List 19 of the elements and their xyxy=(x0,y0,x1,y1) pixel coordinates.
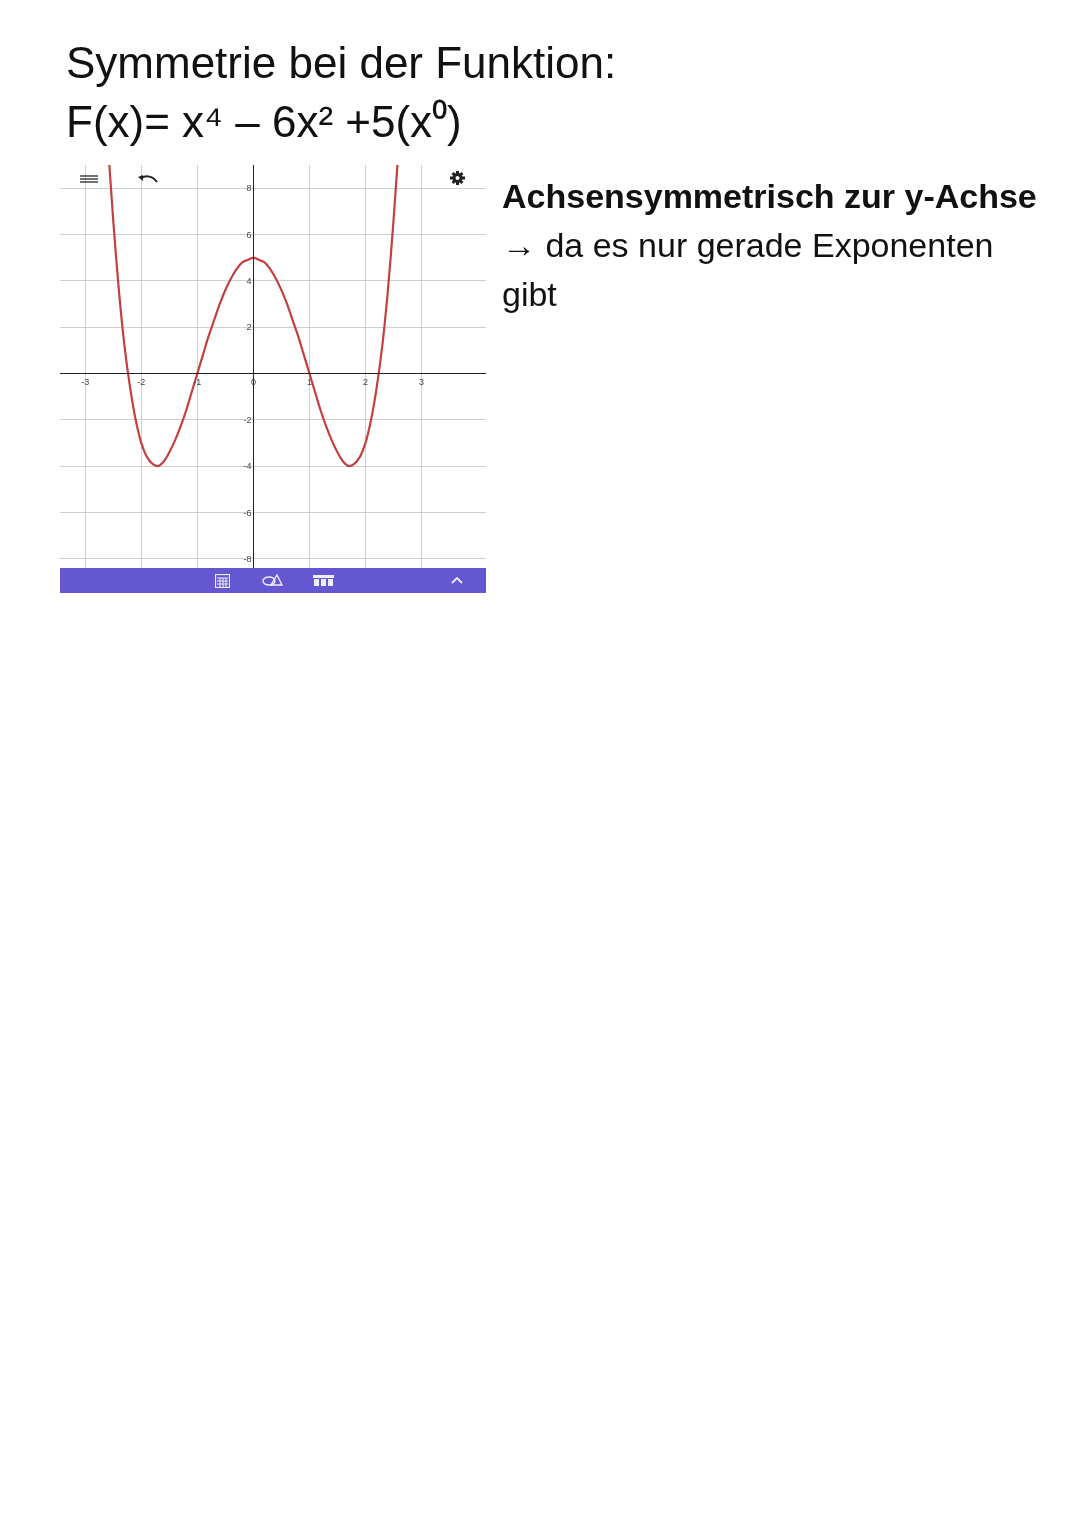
x-tick-label: 1 xyxy=(306,377,312,388)
x-tick-label: 0 xyxy=(250,377,256,388)
chart-title: Symmetrie bei der Funktion: xyxy=(66,38,617,88)
y-tick-label: -6 xyxy=(243,507,252,518)
y-tick-label: 4 xyxy=(246,275,252,286)
text: → da es nur gerade Exponenten gibt xyxy=(502,225,995,315)
y-tick-label: 8 xyxy=(246,183,252,194)
y-tick-label: -8 xyxy=(243,553,252,564)
y-tick-label: 6 xyxy=(246,229,252,240)
x-tick-label: -2 xyxy=(137,377,146,388)
x-tick-label: -3 xyxy=(81,377,90,388)
y-tick-label: -4 xyxy=(243,461,252,472)
y-tick-label: 2 xyxy=(246,322,252,333)
chart-subtitle: F(x)= x⁴ – 6x² +5(x⁰) xyxy=(66,96,462,148)
text: Achsensymmetrisch zur y-Achse xyxy=(502,176,1038,217)
x-tick-label: 3 xyxy=(419,377,425,388)
x-tick-label: 2 xyxy=(362,377,368,388)
line-series xyxy=(108,165,399,468)
y-tick-label: -2 xyxy=(243,414,252,425)
